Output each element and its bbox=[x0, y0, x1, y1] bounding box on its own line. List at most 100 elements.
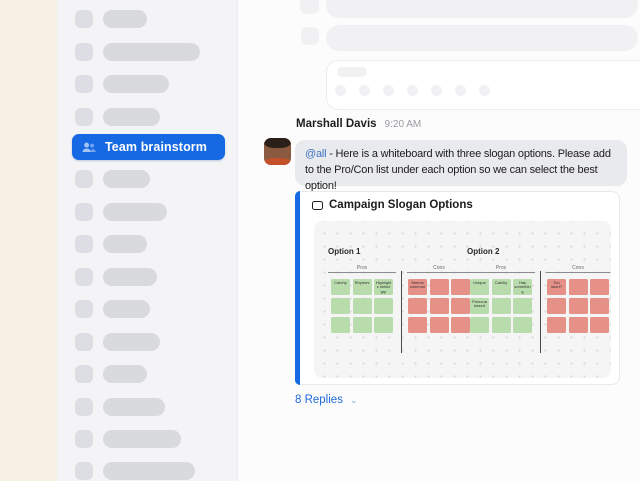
sticky-note[interactable] bbox=[408, 317, 427, 333]
sticky-note[interactable] bbox=[590, 317, 609, 333]
sticky-note[interactable] bbox=[590, 298, 609, 314]
sticky-note[interactable] bbox=[547, 317, 566, 333]
sticky-note-grid: Catchy Rhymes Highlights select grp bbox=[328, 279, 396, 333]
mention-link[interactable]: @all bbox=[305, 148, 327, 160]
sticky-note[interactable]: Highlights select grp bbox=[374, 279, 393, 295]
sticky-note[interactable] bbox=[568, 298, 588, 314]
sidebar-item-placeholder[interactable] bbox=[75, 268, 157, 286]
channel-icon-placeholder bbox=[75, 235, 93, 253]
channel-name-placeholder bbox=[103, 398, 165, 416]
sticky-note[interactable] bbox=[451, 298, 470, 314]
channel-icon-placeholder bbox=[75, 203, 93, 221]
channel-name-placeholder bbox=[103, 108, 160, 126]
message-placeholder bbox=[326, 0, 638, 18]
author-name[interactable]: Marshall Davis bbox=[296, 118, 377, 130]
sidebar-item-placeholder[interactable] bbox=[75, 203, 167, 221]
thread-replies-link[interactable]: 8 Replies ⌄ bbox=[295, 394, 358, 406]
column-cons: Cons Too short? bbox=[546, 265, 610, 333]
sidebar-item-placeholder[interactable] bbox=[75, 235, 147, 253]
sticky-note[interactable] bbox=[568, 279, 588, 295]
channel-icon-placeholder bbox=[75, 300, 93, 318]
attachment-accent-bar bbox=[295, 191, 300, 385]
sticky-note[interactable] bbox=[513, 298, 532, 314]
reaction-dot-placeholder bbox=[335, 85, 346, 96]
sidebar-item-placeholder[interactable] bbox=[75, 300, 150, 318]
pros-cons-divider bbox=[401, 271, 402, 353]
sticky-note[interactable] bbox=[491, 298, 511, 314]
sticky-note[interactable] bbox=[331, 317, 350, 333]
people-icon bbox=[80, 139, 96, 155]
sticky-note[interactable]: Persona based bbox=[470, 298, 489, 314]
user-avatar[interactable] bbox=[264, 138, 291, 165]
channel-sidebar: Team brainstorm bbox=[57, 0, 238, 481]
channel-icon-placeholder bbox=[75, 43, 93, 61]
sticky-note[interactable] bbox=[491, 317, 511, 333]
reaction-dot-placeholder bbox=[383, 85, 394, 96]
channel-icon-placeholder bbox=[75, 268, 93, 286]
channel-icon-placeholder bbox=[75, 75, 93, 93]
sticky-note[interactable] bbox=[352, 317, 372, 333]
message-bubble: @all - Here is a whiteboard with three s… bbox=[295, 140, 627, 192]
sticky-note[interactable] bbox=[331, 298, 350, 314]
sticky-note[interactable] bbox=[408, 298, 427, 314]
sticky-note[interactable]: Has something bbox=[513, 279, 532, 295]
column-pros: Pros Catchy Rhymes Highlights select grp bbox=[328, 265, 396, 333]
sidebar-item-placeholder[interactable] bbox=[75, 10, 147, 28]
sticky-note[interactable] bbox=[568, 317, 588, 333]
sidebar-item-active-channel[interactable]: Team brainstorm bbox=[72, 134, 225, 160]
sticky-note[interactable]: Unique bbox=[470, 279, 489, 295]
option-heading: Option 2 bbox=[467, 247, 500, 256]
text-placeholder bbox=[337, 67, 367, 77]
sidebar-item-placeholder[interactable] bbox=[75, 462, 195, 480]
sticky-note[interactable] bbox=[429, 298, 449, 314]
sticky-note[interactable] bbox=[513, 317, 532, 333]
channel-icon-placeholder bbox=[75, 462, 93, 480]
sticky-note[interactable]: Rhymes bbox=[352, 279, 372, 295]
column-label: Pros bbox=[328, 265, 396, 273]
sticky-note[interactable] bbox=[374, 298, 393, 314]
replies-count-label: 8 Replies bbox=[295, 394, 343, 406]
sidebar-item-placeholder[interactable] bbox=[75, 398, 165, 416]
whiteboard-option-2: Option 2 Pros Unique Catchy Has something Per… bbox=[467, 247, 610, 353]
message-timestamp: 9:20 AM bbox=[384, 119, 422, 130]
reaction-dots bbox=[335, 85, 490, 96]
sticky-note[interactable] bbox=[352, 298, 372, 314]
channel-icon-placeholder bbox=[75, 108, 93, 126]
channel-icon-placeholder bbox=[75, 333, 93, 351]
sticky-note[interactable]: Catchy bbox=[491, 279, 511, 295]
whiteboard-canvas[interactable]: Option 1 Pros Catchy Rhymes Highlights selec… bbox=[314, 221, 611, 378]
sticky-note[interactable] bbox=[470, 317, 489, 333]
avatar-placeholder bbox=[300, 0, 319, 14]
sticky-note[interactable]: Catchy bbox=[331, 279, 350, 295]
sticky-note[interactable]: Too short? bbox=[547, 279, 566, 295]
sidebar-item-placeholder[interactable] bbox=[75, 333, 160, 351]
reaction-dot-placeholder bbox=[455, 85, 466, 96]
channel-name-placeholder bbox=[103, 43, 200, 61]
pros-cons-divider bbox=[540, 271, 541, 353]
whiteboard-option-1: Option 1 Pros Catchy Rhymes Highlights selec… bbox=[328, 247, 471, 353]
sidebar-item-placeholder[interactable] bbox=[75, 108, 160, 126]
column-label: Pros bbox=[467, 265, 535, 273]
sticky-note[interactable] bbox=[451, 317, 470, 333]
sticky-note[interactable] bbox=[374, 317, 393, 333]
sticky-note[interactable] bbox=[451, 279, 470, 295]
sticky-note[interactable] bbox=[590, 279, 609, 295]
whiteboard-attachment[interactable]: Campaign Slogan Options Option 1 Pros Catc… bbox=[295, 191, 620, 385]
sidebar-item-placeholder[interactable] bbox=[75, 170, 150, 188]
sidebar-item-placeholder[interactable] bbox=[75, 43, 200, 61]
workspace-rail bbox=[0, 0, 57, 481]
sidebar-item-placeholder[interactable] bbox=[75, 365, 147, 383]
whiteboard-icon bbox=[312, 200, 323, 210]
sidebar-item-placeholder[interactable] bbox=[75, 75, 169, 93]
sticky-note[interactable] bbox=[429, 317, 449, 333]
message-card-placeholder bbox=[326, 60, 640, 110]
whiteboard-title[interactable]: Campaign Slogan Options bbox=[329, 199, 473, 211]
reaction-dot-placeholder bbox=[431, 85, 442, 96]
sticky-note[interactable]: Seems common bbox=[408, 279, 427, 295]
avatar-placeholder bbox=[301, 27, 319, 45]
sticky-note[interactable] bbox=[429, 279, 449, 295]
channel-label: Team brainstorm bbox=[105, 140, 207, 154]
sticky-note[interactable] bbox=[547, 298, 566, 314]
channel-icon-placeholder bbox=[75, 365, 93, 383]
sidebar-item-placeholder[interactable] bbox=[75, 430, 181, 448]
